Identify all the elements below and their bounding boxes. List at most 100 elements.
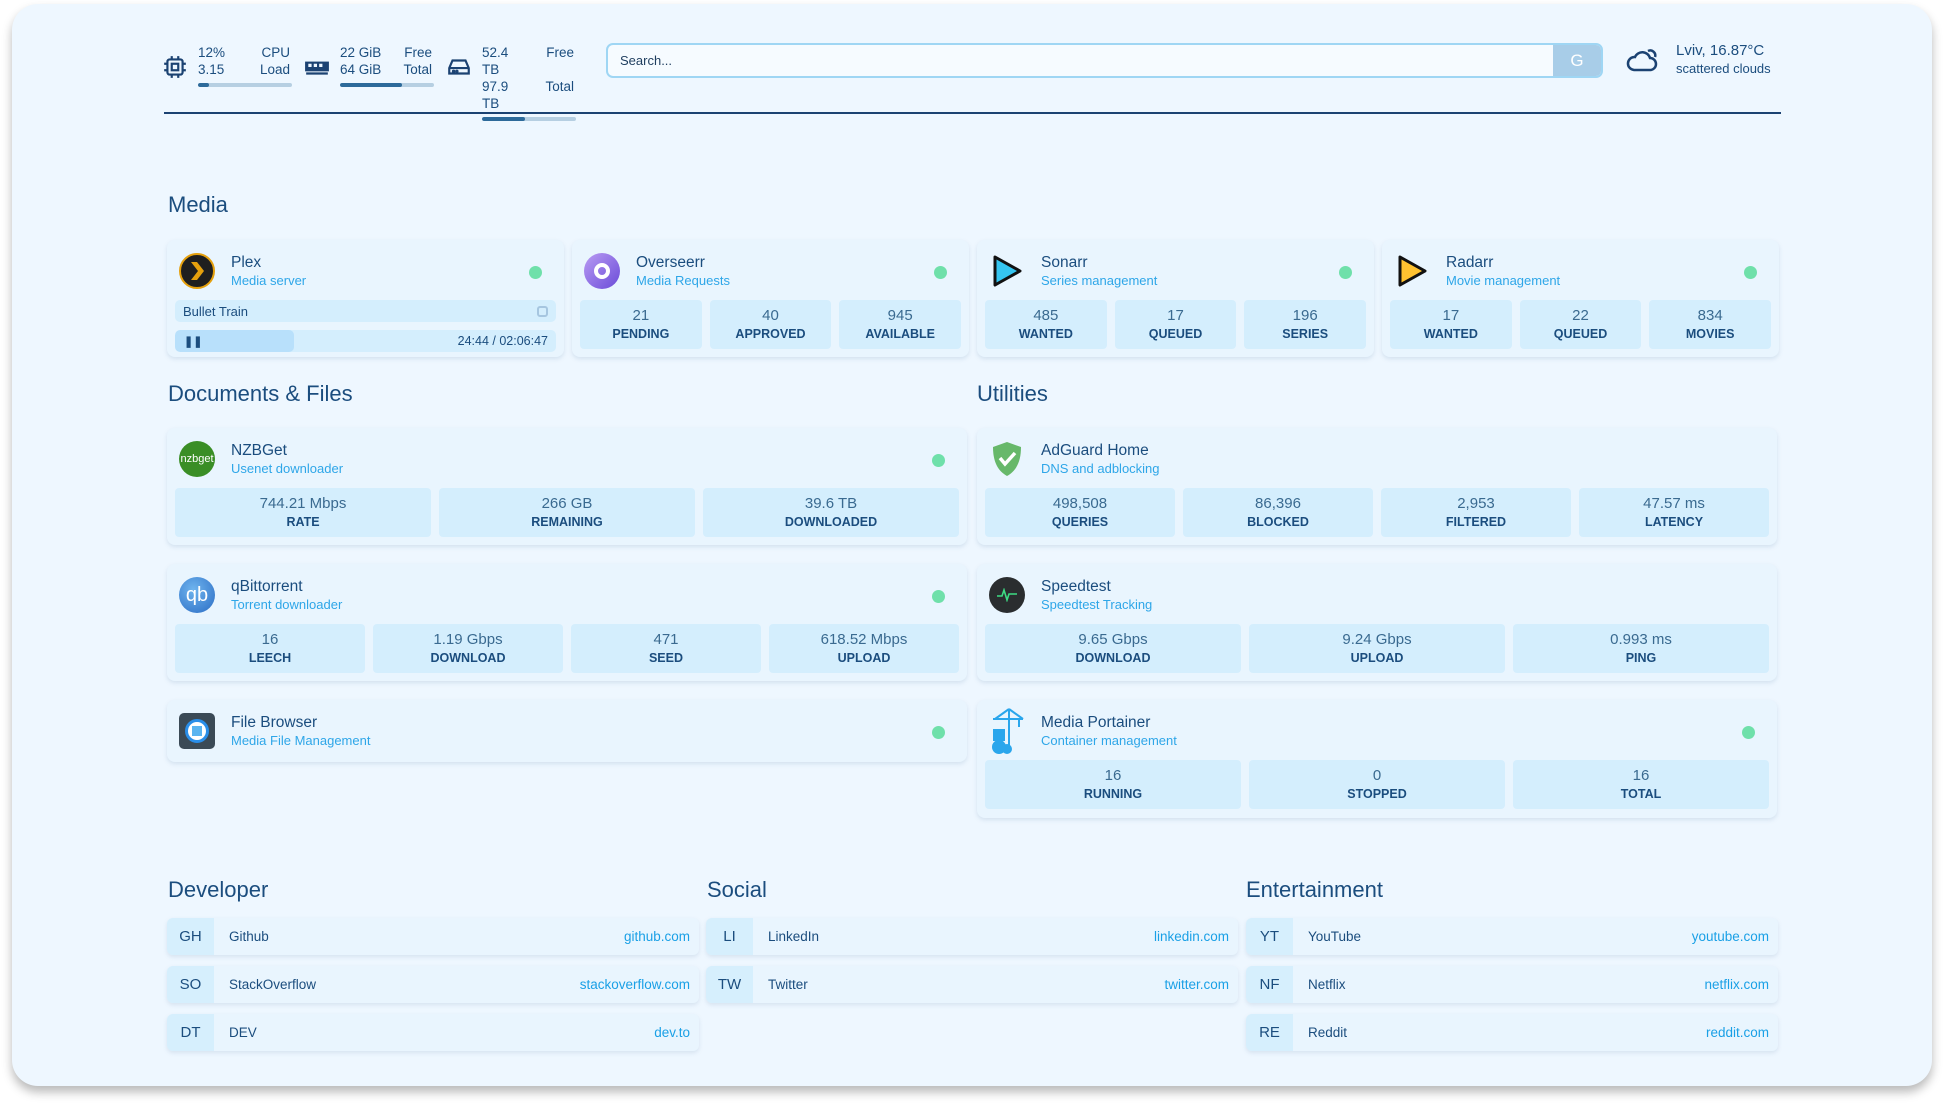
bookmark-url[interactable]: twitter.com <box>1164 977 1229 992</box>
search-provider-button[interactable]: G <box>1553 45 1601 76</box>
weather-condition: scattered clouds <box>1676 61 1771 76</box>
service-title: qBittorrent <box>231 577 303 595</box>
stat-block: 21 PENDING <box>580 300 702 349</box>
bookmark-url[interactable]: netflix.com <box>1704 977 1769 992</box>
stat-label: DOWNLOADED <box>784 514 878 529</box>
service-subtitle: Container management <box>1041 732 1177 748</box>
bookmark-linkedin[interactable]: LI LinkedIn linkedin.com <box>706 918 1238 955</box>
bookmark-url[interactable]: dev.to <box>654 1025 690 1040</box>
stat-label: QUEUED <box>1553 326 1608 341</box>
bookmark-url[interactable]: youtube.com <box>1691 929 1769 944</box>
free-label: Free <box>546 45 574 60</box>
disk-icon <box>448 59 470 75</box>
pause-button[interactable]: ❚❚ <box>184 335 203 348</box>
stat-value: 9.65 Gbps <box>1078 630 1148 648</box>
stat-label: BLOCKED <box>1247 514 1309 529</box>
status-dot <box>934 266 947 279</box>
bookmark-abbr: YT <box>1246 918 1293 955</box>
service-title: File Browser <box>231 713 318 731</box>
disk-total: 97.9 TB <box>482 79 509 111</box>
stat-label: REMAINING <box>531 514 603 529</box>
stat-value: 16 <box>1104 766 1122 784</box>
bookmark-name: Netflix <box>1308 977 1346 992</box>
cpu-icon <box>164 56 186 78</box>
stat-label: WANTED <box>1423 326 1478 341</box>
bookmark-url[interactable]: linkedin.com <box>1153 929 1229 944</box>
search-box[interactable]: Search... G <box>606 43 1603 78</box>
stat-block: 9.24 Gbps UPLOAD <box>1249 624 1505 673</box>
status-dot <box>1339 266 1352 279</box>
service-card-nzbget[interactable]: nzbget NZBGet Usenet downloader 744.21 Mb… <box>167 428 967 545</box>
status-dot <box>1742 726 1755 739</box>
bookmark-url[interactable]: stackoverflow.com <box>579 977 690 992</box>
bookmark-twitter[interactable]: TW Twitter twitter.com <box>706 966 1238 1003</box>
section-title-developer: Developer <box>168 877 269 902</box>
bookmark-github[interactable]: GH Github github.com <box>167 918 699 955</box>
section-title-media: Media <box>168 192 228 217</box>
stat-block: 834 MOVIES <box>1649 300 1772 349</box>
bookmark-youtube[interactable]: YT YouTube youtube.com <box>1246 918 1778 955</box>
stat-label: DOWNLOAD <box>1075 650 1151 665</box>
stat-block: 22 QUEUED <box>1519 300 1642 349</box>
cpu-widget: 12% CPU 3.15 Load <box>162 44 292 87</box>
stat-block: 945 AVAILABLE <box>839 300 962 349</box>
adguard-shield-icon <box>989 441 1025 477</box>
service-title: Plex <box>231 253 262 271</box>
service-subtitle: Series management <box>1041 272 1158 288</box>
service-subtitle: Media File Management <box>231 732 371 748</box>
search-input[interactable]: Search... <box>620 53 673 68</box>
bookmark-dev[interactable]: DT DEV dev.to <box>167 1014 699 1051</box>
stat-label: LEECH <box>248 650 292 665</box>
stat-block: 47.57 ms LATENCY <box>1579 488 1769 537</box>
service-card-radarr[interactable]: Radarr Movie management 17 WANTED 22 QUEUED 8… <box>1382 240 1779 357</box>
bookmark-abbr: DT <box>167 1014 214 1051</box>
service-card-qbittorrent[interactable]: qb qBittorrent Torrent downloader 16 LEECH… <box>167 564 967 681</box>
service-card-filebrowser[interactable]: File Browser Media File Management <box>167 700 967 762</box>
bookmark-name: StackOverflow <box>229 977 317 992</box>
stat-value: 471 <box>653 630 679 648</box>
stat-block: 40 APPROVED <box>709 300 832 349</box>
section-title-entertainment: Entertainment <box>1246 877 1383 902</box>
total-label: Total <box>545 79 574 94</box>
bookmark-netflix[interactable]: NF Netflix netflix.com <box>1246 966 1778 1003</box>
stat-block: 744.21 Mbps RATE <box>175 488 431 537</box>
service-card-adguard[interactable]: AdGuard Home DNS and adblocking 498,508 QU… <box>977 428 1777 545</box>
stat-value: 834 <box>1697 306 1723 324</box>
stat-value: 17 <box>1442 306 1460 324</box>
stat-value: 40 <box>762 306 779 324</box>
service-card-overseerr[interactable]: Overseerr Media Requests 21 PENDING 40 APPRO… <box>572 240 969 357</box>
service-card-portainer[interactable]: Media Portainer Container management 16 RU… <box>977 700 1777 818</box>
playback-duration: 02:06:47 <box>499 334 548 348</box>
bookmark-url[interactable]: github.com <box>623 929 690 944</box>
bookmark-url[interactable]: reddit.com <box>1705 1025 1769 1040</box>
stream-icon <box>537 305 548 317</box>
stat-value: 485 <box>1033 306 1059 324</box>
stat-block: 16 RUNNING <box>985 760 1241 809</box>
bookmark-name: Twitter <box>768 977 808 992</box>
stat-block: 1.19 Gbps DOWNLOAD <box>373 624 563 673</box>
stat-label: APPROVED <box>735 326 806 341</box>
filebrowser-icon <box>179 713 215 749</box>
stat-value: 945 <box>887 306 913 324</box>
service-card-plex[interactable]: Plex Media server Bullet Train ❚❚ 24:44 /… <box>167 240 564 357</box>
bookmark-name: LinkedIn <box>768 929 820 944</box>
stat-label: SEED <box>648 650 684 665</box>
bookmark-stackoverflow[interactable]: SO StackOverflow stackoverflow.com <box>167 966 699 1003</box>
total-label: Total <box>403 62 432 77</box>
stat-value: 1.19 Gbps <box>433 630 503 648</box>
portainer-crane-icon <box>989 708 1025 754</box>
stat-block: 618.52 Mbps UPLOAD <box>769 624 959 673</box>
service-card-sonarr[interactable]: Sonarr Series management 485 WANTED 17 QUEUE… <box>977 240 1374 357</box>
stat-label: TOTAL <box>1620 786 1662 801</box>
radarr-icon <box>1394 253 1430 289</box>
stat-block: 9.65 Gbps DOWNLOAD <box>985 624 1241 673</box>
bookmark-abbr: SO <box>167 966 214 1003</box>
stat-block: 0 STOPPED <box>1249 760 1505 809</box>
service-title: Overseerr <box>636 253 705 271</box>
service-card-speedtest[interactable]: Speedtest Speedtest Tracking 9.65 Gbps DOW… <box>977 564 1777 681</box>
memory-free: 22 GiB <box>340 45 382 60</box>
status-dot <box>529 266 542 279</box>
stat-value: 9.24 Gbps <box>1342 630 1412 648</box>
bookmark-reddit[interactable]: RE Reddit reddit.com <box>1246 1014 1778 1051</box>
header-divider <box>164 112 1781 114</box>
